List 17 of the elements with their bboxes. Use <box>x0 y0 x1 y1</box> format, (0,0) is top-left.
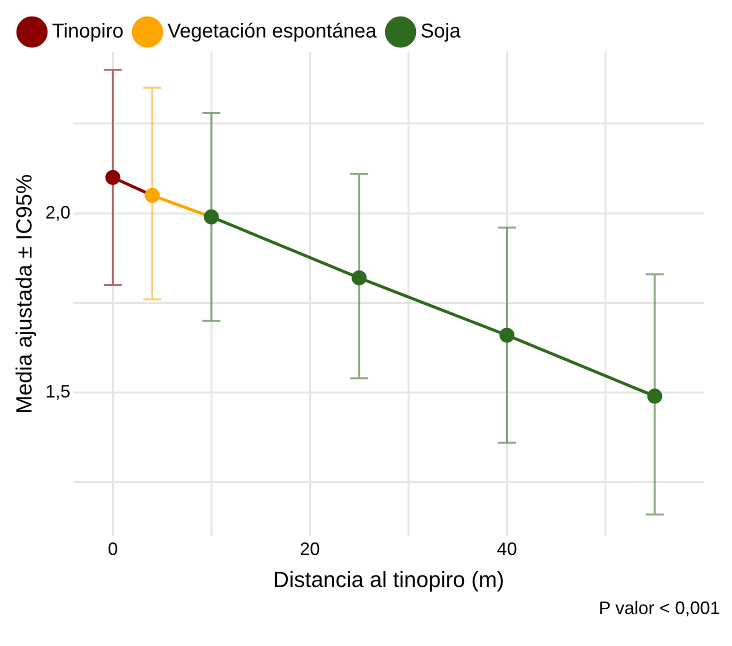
y-tick-label: 1,5 <box>45 382 70 402</box>
point <box>105 170 120 185</box>
point <box>352 270 367 286</box>
x-axis-title: Distancia al tinopiro (m) <box>273 566 504 592</box>
legend-label: Tinopiro <box>52 20 124 43</box>
point <box>499 328 514 343</box>
y-tick-label: 2,0 <box>45 202 70 222</box>
x-tick-label: 20 <box>300 538 320 559</box>
x-tick-label: 0 <box>108 538 118 559</box>
point <box>144 188 160 203</box>
y-axis-title: Media ajustada ± IC95% <box>11 174 36 414</box>
text: P valor < 0,001 <box>598 598 721 619</box>
x-tick-label: 40 <box>496 538 517 559</box>
legend-label: Soja <box>420 20 462 43</box>
point <box>647 388 662 404</box>
point <box>204 209 219 224</box>
legend-label: Vegetación espontánea <box>168 20 378 43</box>
